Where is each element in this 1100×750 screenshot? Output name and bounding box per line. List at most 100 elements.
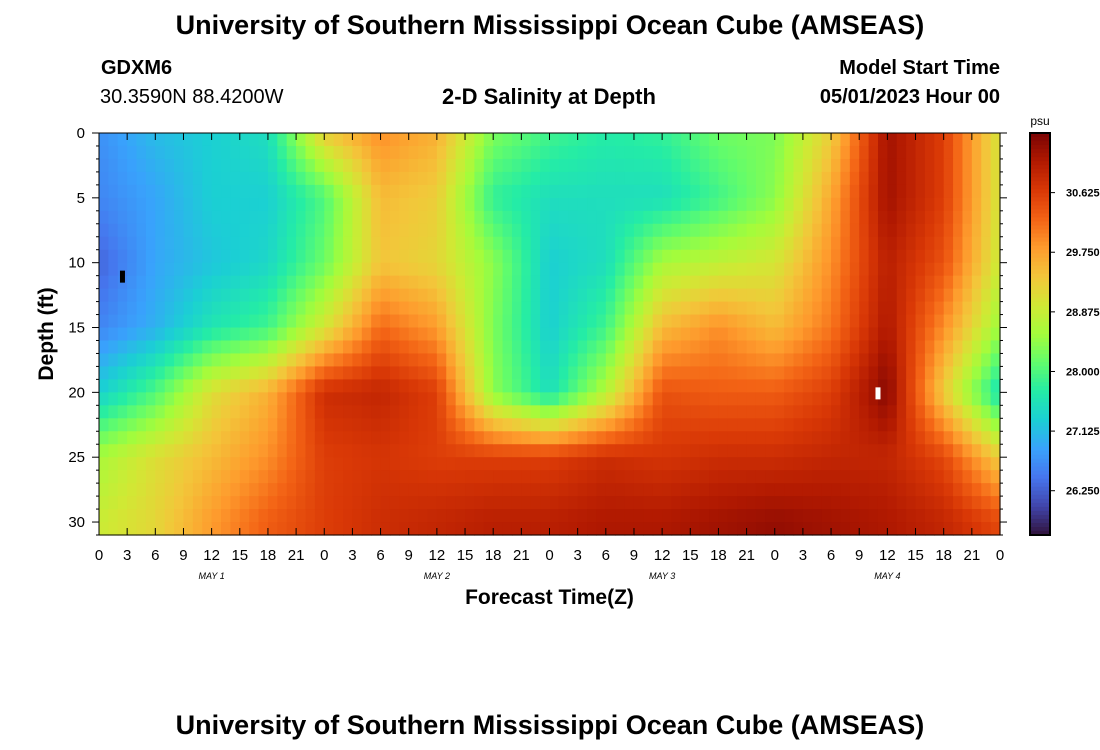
heatmap-cell xyxy=(924,133,935,147)
heatmap-cell xyxy=(981,158,992,173)
heatmap-cell xyxy=(643,470,654,484)
heatmap-cell xyxy=(511,210,522,225)
heatmap-cell xyxy=(117,262,128,277)
heatmap-cell xyxy=(192,522,203,536)
heatmap-cell xyxy=(802,340,813,355)
heatmap-cell xyxy=(877,275,888,290)
heatmap-cell xyxy=(465,314,476,329)
heatmap-cell xyxy=(249,379,260,393)
heatmap-cell xyxy=(136,483,147,497)
heatmap-cell xyxy=(793,145,804,160)
heatmap-cell xyxy=(587,133,598,147)
heatmap-cell xyxy=(314,145,325,160)
heatmap-cell xyxy=(737,457,748,471)
heatmap-cell xyxy=(971,133,982,147)
heatmap-cell xyxy=(877,522,888,536)
heatmap-cell xyxy=(221,197,231,212)
heatmap-cell xyxy=(652,379,663,393)
heatmap-cell xyxy=(474,301,485,316)
heatmap-cell xyxy=(953,327,964,342)
heatmap-cell xyxy=(455,223,466,238)
heatmap-cell xyxy=(680,366,691,380)
heatmap-cell xyxy=(474,483,485,497)
x-tick-label: 6 xyxy=(151,547,159,564)
heatmap-cell xyxy=(502,327,513,342)
heatmap-cell xyxy=(371,509,382,523)
heatmap-cell xyxy=(202,457,213,471)
colorbar-segment xyxy=(1030,241,1050,247)
heatmap-cell xyxy=(558,314,569,329)
heatmap-cell xyxy=(418,210,429,225)
heatmap-cell xyxy=(202,522,213,536)
colorbar-segment xyxy=(1030,422,1050,428)
heatmap-cell xyxy=(155,509,166,523)
heatmap-cell xyxy=(436,171,447,186)
heatmap-cell xyxy=(633,496,644,510)
colorbar-segment xyxy=(1030,225,1050,231)
heatmap-cell xyxy=(267,444,278,458)
heatmap-cell xyxy=(399,327,410,342)
heatmap-cell xyxy=(164,223,175,238)
heatmap-cell xyxy=(962,405,973,419)
heatmap-cell xyxy=(530,418,541,432)
heatmap-cell xyxy=(192,327,203,342)
heatmap-cell xyxy=(99,353,109,368)
heatmap-cell xyxy=(868,133,879,147)
heatmap-cell xyxy=(352,288,363,303)
heatmap-cell xyxy=(258,288,269,303)
heatmap-cell xyxy=(906,405,917,419)
heatmap-cell xyxy=(127,301,138,316)
heatmap-cell xyxy=(596,210,607,225)
heatmap-cell xyxy=(943,522,954,536)
heatmap-cell xyxy=(145,314,156,329)
heatmap-cell xyxy=(277,353,288,368)
heatmap-cell xyxy=(812,457,823,471)
heatmap-cell xyxy=(896,275,907,290)
heatmap-cell xyxy=(436,210,447,225)
heatmap-cell xyxy=(540,262,551,277)
heatmap-cell xyxy=(859,133,870,147)
colorbar-segment xyxy=(1030,406,1050,411)
heatmap-cell xyxy=(521,483,532,497)
heatmap-cell xyxy=(924,392,935,406)
heatmap-cell xyxy=(249,184,260,199)
colorbar-segment xyxy=(1030,402,1050,407)
heatmap-cell xyxy=(530,483,541,497)
colorbar-segment xyxy=(1030,418,1050,424)
heatmap-cell xyxy=(211,171,222,186)
heatmap-cell xyxy=(934,133,945,147)
heatmap-cell xyxy=(305,236,316,251)
heatmap-cell xyxy=(277,249,288,264)
heatmap-cell xyxy=(192,275,203,290)
heatmap-cell xyxy=(380,470,391,484)
heatmap-cell xyxy=(324,379,335,393)
heatmap-cell xyxy=(502,444,513,458)
heatmap-cell xyxy=(906,158,917,173)
heatmap-cell xyxy=(446,522,457,536)
heatmap-cell xyxy=(99,301,109,316)
heatmap-cell xyxy=(371,457,382,471)
heatmap-cell xyxy=(324,184,335,199)
heatmap-cell xyxy=(455,483,466,497)
heatmap-cell xyxy=(380,483,391,497)
heatmap-cell xyxy=(868,444,879,458)
heatmap-cell xyxy=(436,133,447,147)
colorbar-segment xyxy=(1030,277,1050,283)
heatmap-cell xyxy=(859,145,870,160)
heatmap-cell xyxy=(784,158,795,173)
heatmap-cell xyxy=(202,444,213,458)
heatmap-cell xyxy=(305,405,316,419)
heatmap-cell xyxy=(643,496,654,510)
heatmap-cell xyxy=(371,470,382,484)
heatmap-cell xyxy=(821,197,832,212)
heatmap-cell xyxy=(511,184,522,199)
colorbar-segment xyxy=(1030,193,1050,198)
heatmap-cell xyxy=(887,158,898,173)
heatmap-cell xyxy=(371,249,382,264)
heatmap-cell xyxy=(774,145,785,160)
heatmap-cell xyxy=(990,353,1001,368)
colorbar-segment xyxy=(1030,454,1050,460)
heatmap-cell xyxy=(436,457,447,471)
heatmap-cell xyxy=(408,184,419,199)
